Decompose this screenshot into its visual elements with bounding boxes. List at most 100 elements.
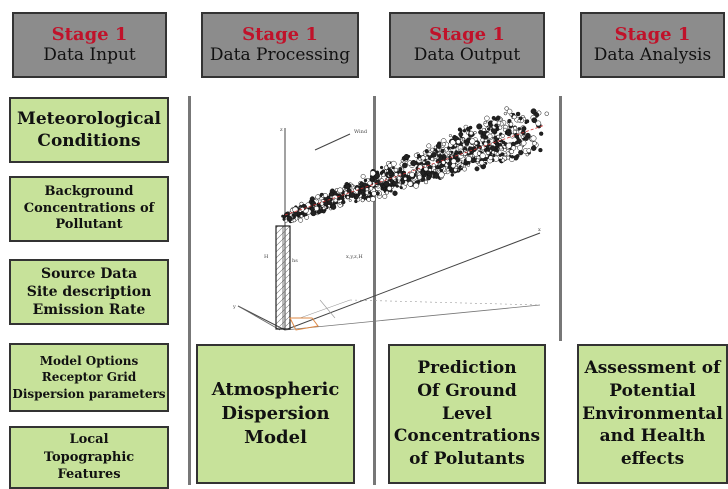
plume-particle (418, 170, 424, 175)
plume-particle (318, 202, 325, 208)
plume-particle (341, 200, 346, 205)
plume-particle (483, 121, 489, 127)
plume-particle (436, 151, 441, 155)
plume-particle (457, 148, 464, 155)
plume-particle (429, 170, 436, 177)
plume-particle (381, 172, 386, 178)
plume-particle (415, 159, 422, 166)
plume-particle (366, 192, 371, 197)
plume-particle (473, 158, 478, 163)
plume-particle (457, 162, 464, 169)
plume-particle (400, 179, 406, 185)
plume-particle (512, 114, 517, 120)
plume-particle (379, 171, 384, 175)
plume-particle (401, 177, 407, 183)
plume-particle (415, 165, 421, 171)
plume-particle (437, 156, 444, 163)
plume-particle (305, 208, 312, 215)
plume-particle (351, 191, 357, 197)
plume-particle (440, 148, 445, 154)
plume-particle (403, 157, 409, 162)
plume-particle (492, 153, 496, 158)
plume-particle (303, 212, 308, 217)
plume-particle (455, 158, 462, 165)
plume-particle (455, 139, 461, 145)
plume-particle (496, 120, 502, 126)
plume-particle (441, 149, 447, 155)
plume-particle (319, 201, 324, 206)
plume-particle (390, 174, 397, 181)
plume-particle (395, 173, 401, 179)
plume-particle (364, 184, 371, 191)
plume-particle (389, 164, 393, 169)
plume-particle (359, 184, 364, 189)
plume-particle (470, 139, 477, 146)
plume-particle (358, 181, 365, 188)
plume-particle (465, 160, 471, 166)
plume-particle (386, 161, 391, 166)
plume-particle (439, 156, 443, 160)
plume-particle (502, 156, 507, 161)
plume-particle (420, 170, 426, 176)
input-local-topographic-features: Local Topographic Features (9, 426, 169, 489)
plume-particle (334, 187, 340, 193)
plume-particle (424, 149, 429, 154)
plume-particle (367, 179, 372, 184)
plume-particle (474, 141, 479, 146)
plume-particle (502, 155, 508, 162)
plume-particle (452, 164, 456, 169)
stage-header-data-processing: Stage 1 Data Processing (201, 12, 359, 78)
plume-particle (439, 168, 444, 173)
plume-particle (339, 198, 345, 205)
plume-particle (406, 174, 410, 179)
plume-particle (346, 188, 352, 194)
plume-particle (491, 115, 496, 121)
plume-particle (330, 191, 335, 197)
plume-particle (420, 170, 426, 176)
plume-particle (414, 170, 418, 174)
plume-particle (357, 189, 363, 195)
plume-particle (397, 169, 403, 176)
plume-particle (387, 168, 392, 173)
plume-particle (396, 176, 402, 181)
plume-particle (532, 141, 539, 148)
plume-particle (306, 204, 311, 209)
plume-particle (423, 180, 429, 185)
plume-particle (362, 182, 368, 188)
plume-particle (493, 140, 498, 145)
plume-particle (283, 212, 289, 218)
stack (275, 225, 291, 330)
plume-particle (431, 151, 436, 156)
plume-particle (422, 160, 426, 164)
plume-particle (418, 157, 422, 161)
plume-particle (509, 146, 514, 151)
plume-particle (520, 130, 526, 136)
plume-particle (480, 163, 487, 170)
plume-particle (379, 178, 384, 183)
plume-particle (414, 170, 420, 176)
plume-particle (484, 143, 488, 148)
plume-particle (335, 194, 342, 201)
plume-particle (402, 180, 409, 186)
plume-particle (345, 190, 352, 197)
plume-particle (440, 138, 447, 144)
plume-particle (512, 129, 517, 134)
plume-particle (522, 148, 529, 154)
plume-particle (465, 156, 472, 162)
plume-particle (382, 181, 388, 187)
plume-particle (388, 171, 393, 176)
plume-particle (454, 149, 460, 155)
plume-particle (348, 186, 354, 192)
plume-particle (402, 162, 408, 169)
plume-particle (465, 131, 470, 135)
plume-particle (536, 122, 542, 129)
plume-particle (392, 171, 397, 176)
plume-particle (455, 166, 461, 173)
plume-particle (311, 199, 315, 203)
plume-particle (436, 168, 441, 172)
plume-particle (468, 130, 472, 134)
plume-particle (422, 150, 428, 155)
plume-particle (386, 177, 390, 181)
plume-particle (361, 195, 366, 200)
plume-particle (330, 204, 337, 210)
